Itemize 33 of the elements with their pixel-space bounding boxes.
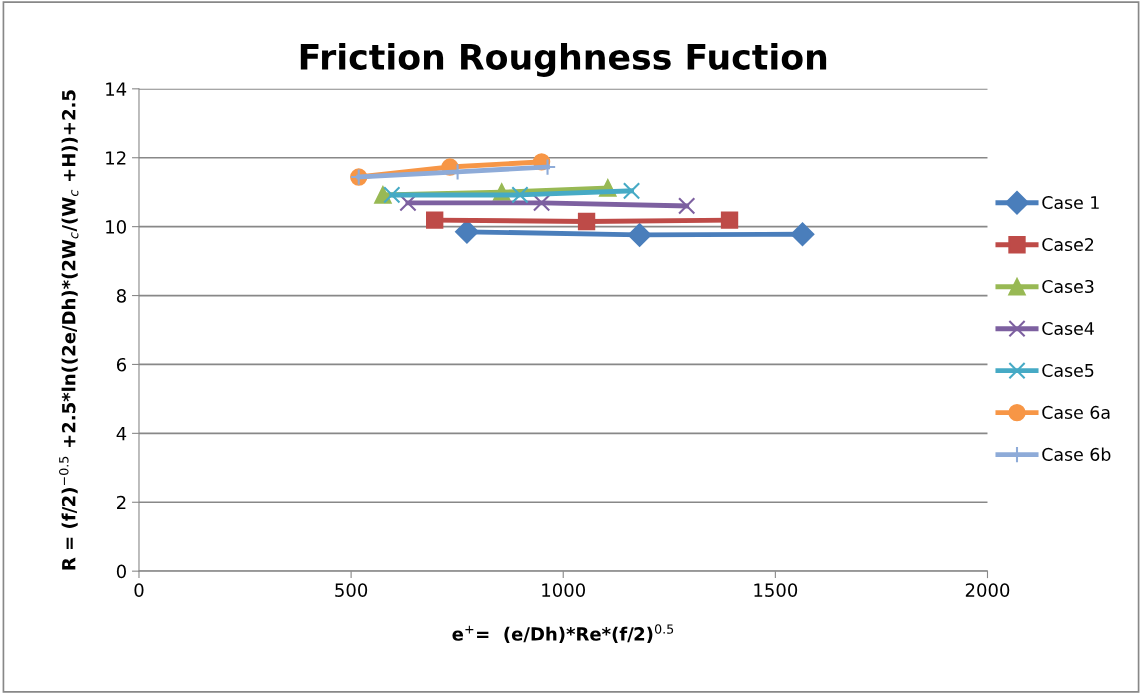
y-axis-title: R = (f/2)$^{−0.5}$ +2.5*ln((2e/Dh)*(2W$_{c}$/(W$_{c}$ +H))+2.5 [59, 90, 79, 570]
y-tick-label: 10 [106, 220, 126, 234]
y-tick-label: 8 [116, 289, 126, 303]
legend-label: Case 6b [1042, 447, 1111, 461]
x-tick-label: 500 [335, 583, 368, 597]
legend-label: Case 1 [1042, 195, 1099, 210]
point [511, 186, 529, 204]
legend-label: Case3 [1042, 279, 1094, 294]
legend-label: Case5 [1042, 363, 1094, 378]
point [577, 212, 596, 231]
legend-label: Case4 [1042, 321, 1094, 336]
x-tick-label: 1000 [542, 583, 586, 597]
x-tick-label: 1500 [754, 583, 798, 597]
point [627, 223, 652, 247]
point [426, 211, 444, 229]
y-tick-label: 12 [106, 151, 126, 165]
y-tick-label: 14 [106, 82, 127, 96]
point [678, 197, 696, 215]
x-axis-title: e$^{+}$= (e/Dh)*Re*(f/2)$^{0.5}$ [452, 624, 674, 643]
y-tick-label: 2 [117, 495, 126, 510]
point [622, 182, 641, 200]
y-tick-label: 0 [116, 564, 126, 579]
point [720, 211, 739, 229]
point [532, 194, 551, 212]
y-tick-label: 6 [116, 357, 127, 372]
point [383, 186, 401, 204]
x-tick-label: 0 [134, 583, 144, 597]
point [790, 222, 815, 247]
y-tick-label: 4 [116, 427, 127, 441]
legend-label: Case 6a [1042, 405, 1110, 419]
chart-title: Friction Roughness Fuction [300, 43, 827, 77]
legend-label: Case2 [1042, 237, 1094, 252]
x-tick-label: 2000 [965, 583, 1010, 597]
